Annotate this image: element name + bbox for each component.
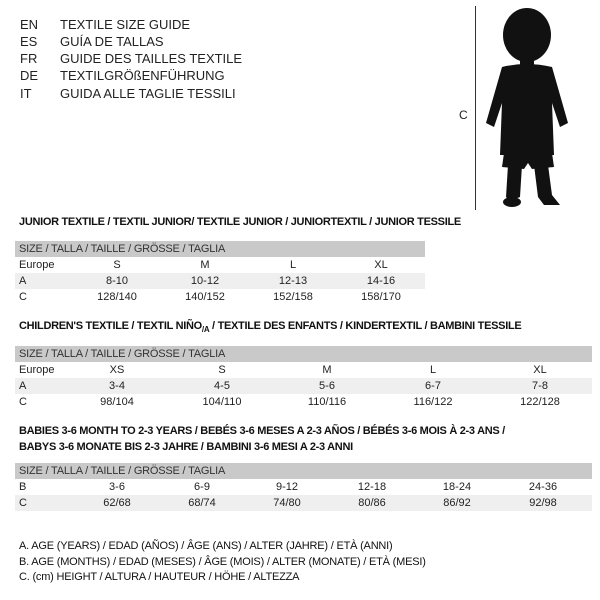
cell: S <box>218 364 226 376</box>
table-row: Europe XS S M L XL <box>15 362 592 378</box>
cell: XL <box>533 364 547 376</box>
lang-code: FR <box>20 51 38 66</box>
cell: 10-12 <box>190 275 220 287</box>
row-label: Europe <box>19 259 55 271</box>
cell: 5-6 <box>319 380 335 392</box>
cell: 122/128 <box>520 396 560 408</box>
children-title: CHILDREN'S TEXTILE / TEXTIL NIÑO/A / TEX… <box>19 320 522 335</box>
cell: 12-18 <box>357 481 387 493</box>
footnote-a: A. AGE (YEARS) / EDAD (AÑOS) / ÂGE (ANS)… <box>19 540 393 552</box>
row-label: C <box>19 396 27 408</box>
cell: 62/68 <box>103 497 131 509</box>
footnote-c: C. (cm) HEIGHT / ALTURA / HAUTEUR / HÖHE… <box>19 571 300 583</box>
cell: 98/104 <box>100 396 134 408</box>
lang-code: ES <box>20 34 38 49</box>
row-label: Europe <box>19 364 55 376</box>
cell: 116/122 <box>413 396 453 408</box>
cell: 9-12 <box>275 481 299 493</box>
title-main: CHILDREN'S TEXTILE / TEXTIL NIÑO <box>19 320 202 332</box>
cell: 86/92 <box>443 497 471 509</box>
cell: 92/98 <box>529 497 557 509</box>
cell: 3-4 <box>109 380 125 392</box>
cell: 80/86 <box>358 497 386 509</box>
row-label: B <box>19 481 27 493</box>
lang-title: TEXTILE SIZE GUIDE <box>60 17 191 32</box>
cell: 12-13 <box>278 275 308 287</box>
row-label: C <box>19 291 27 303</box>
table-row: C 128/140 140/152 152/158 158/170 <box>15 289 425 305</box>
lang-title: GUÍA DE TALLAS <box>60 34 164 49</box>
row-label: A <box>19 275 27 287</box>
row-label: A <box>19 380 27 392</box>
table-row: A 3-4 4-5 5-6 6-7 7-8 <box>15 378 592 394</box>
babies-title: BABIES 3-6 MONTH TO 2-3 YEARS / BEBÉS 3-… <box>19 425 505 437</box>
children-size-table: SIZE / TALLA / TAILLE / GRÖSSE / TAGLIA … <box>15 346 592 410</box>
title-rest: / TEXTILE DES ENFANTS / KINDERTEXTIL / B… <box>209 320 522 332</box>
size-header: SIZE / TALLA / TAILLE / GRÖSSE / TAGLIA <box>15 463 592 479</box>
junior-title: JUNIOR TEXTILE / TEXTIL JUNIOR/ TEXTILE … <box>19 216 461 228</box>
cell: L <box>429 364 437 376</box>
cell: S <box>113 259 121 271</box>
table-row: Europe S M L XL <box>15 257 425 273</box>
footnote-b: B. AGE (MONTHS) / EDAD (MESES) / ÂGE (MO… <box>19 556 426 568</box>
height-line <box>475 6 476 210</box>
lang-title: GUIDE DES TAILLES TEXTILE <box>60 51 243 66</box>
cell: 6-7 <box>425 380 441 392</box>
cell: M <box>322 364 332 376</box>
cell: 6-9 <box>194 481 210 493</box>
lang-title: GUIDA ALLE TAGLIE TESSILI <box>60 86 236 101</box>
cell: 7-8 <box>532 380 548 392</box>
title-sub: /A <box>201 325 210 335</box>
cell: L <box>289 259 297 271</box>
cell: 104/110 <box>202 396 242 408</box>
cell: 4-5 <box>214 380 230 392</box>
table-row: C 62/68 68/74 74/80 80/86 86/92 92/98 <box>15 495 592 511</box>
cell: 74/80 <box>273 497 301 509</box>
cell: 18-24 <box>442 481 472 493</box>
size-header: SIZE / TALLA / TAILLE / GRÖSSE / TAGLIA <box>15 241 425 257</box>
cell: 140/152 <box>185 291 225 303</box>
cell: 3-6 <box>109 481 125 493</box>
cell: 128/140 <box>97 291 137 303</box>
table-row: A 8-10 10-12 12-13 14-16 <box>15 273 425 289</box>
babies-title-line2: BABYS 3-6 MONATE BIS 2-3 JAHRE / BAMBINI… <box>19 441 353 453</box>
cell: M <box>200 259 210 271</box>
junior-size-table: SIZE / TALLA / TAILLE / GRÖSSE / TAGLIA … <box>15 241 425 305</box>
cell: 8-10 <box>105 275 129 287</box>
lang-code: IT <box>20 86 32 101</box>
cell: 24-36 <box>528 481 558 493</box>
cell: 152/158 <box>273 291 313 303</box>
cell: 68/74 <box>188 497 216 509</box>
cell: 14-16 <box>366 275 396 287</box>
table-row: B 3-6 6-9 9-12 12-18 18-24 24-36 <box>15 479 592 495</box>
lang-code: DE <box>20 68 39 83</box>
lang-title: TEXTILGRÖßENFÜHRUNG <box>60 68 225 83</box>
child-silhouette-icon <box>486 8 568 207</box>
size-header: SIZE / TALLA / TAILLE / GRÖSSE / TAGLIA <box>15 346 592 362</box>
cell: XS <box>109 364 125 376</box>
table-row: C 98/104 104/110 110/116 116/122 122/128 <box>15 394 592 410</box>
height-label: C <box>459 108 468 122</box>
babies-size-table: SIZE / TALLA / TAILLE / GRÖSSE / TAGLIA … <box>15 463 592 511</box>
cell: 110/116 <box>307 396 347 408</box>
row-label: C <box>19 497 27 509</box>
cell: 158/170 <box>361 291 401 303</box>
cell: XL <box>374 259 388 271</box>
lang-code: EN <box>20 17 39 32</box>
